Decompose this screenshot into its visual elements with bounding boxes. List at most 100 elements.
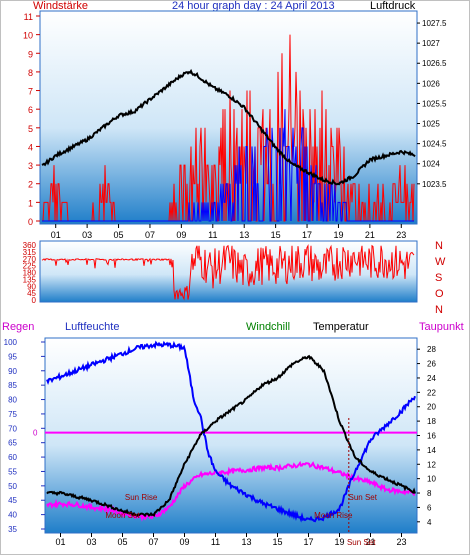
x-tick-label: 01 (55, 537, 65, 547)
direction-tick-label: 135 (23, 275, 37, 284)
x-tick-label: 23 (396, 230, 406, 240)
humidity-label: Luftfeuchte (65, 321, 119, 333)
astro-annotation: Sun Set (347, 538, 376, 547)
x-tick-label: 23 (396, 537, 406, 547)
humidity-tick-label: 45 (8, 496, 17, 505)
x-tick-label: 01 (51, 230, 61, 240)
direction-label-w: W (435, 256, 446, 268)
astro-annotation: Sun Rise (125, 493, 158, 502)
x-tick-label: 07 (148, 537, 158, 547)
left-tick-label: 10 (23, 31, 33, 41)
x-tick-label: 19 (333, 230, 343, 240)
temperature-tick-label: 14 (427, 446, 436, 455)
humidity-tick-label: 35 (8, 525, 17, 534)
left-tick-label: 4 (28, 142, 33, 152)
left-tick-label: 3 (28, 161, 33, 171)
x-tick-label: 17 (303, 537, 313, 547)
windchill-label: Windchill (246, 321, 290, 333)
temperature-label: Temperatur (313, 321, 369, 333)
direction-tick-label: 270 (23, 255, 37, 264)
temperature-tick-label: 28 (427, 345, 436, 354)
humidity-tick-label: 60 (8, 453, 17, 462)
humidity-tick-label: 90 (8, 367, 17, 376)
direction-tick-label: 180 (23, 269, 37, 278)
direction-tick-label: 225 (23, 262, 37, 271)
x-tick-label: 03 (82, 230, 92, 240)
x-tick-label: 15 (271, 230, 281, 240)
x-tick-label: 11 (211, 537, 220, 547)
left-tick-label: 9 (28, 49, 33, 59)
x-tick-label: 21 (365, 230, 375, 240)
right-tick-label: 1027.5 (422, 19, 447, 28)
right-tick-label: 1025.5 (422, 99, 447, 108)
humidity-tick-label: 100 (4, 338, 18, 347)
wind-strength-label: Windstärke (33, 0, 88, 12)
air-pressure-label: Luftdruck (370, 0, 416, 12)
x-tick-label: 19 (334, 537, 344, 547)
astro-annotation: Sun Set (349, 493, 378, 502)
x-tick-label: 03 (86, 537, 96, 547)
right-tick-label: 1027 (422, 39, 440, 48)
direction-label-s: S (435, 272, 442, 284)
right-tick-label: 1026.5 (422, 59, 447, 68)
left-tick-label: 11 (24, 12, 33, 22)
left-tick-label: 1 (28, 198, 33, 208)
x-tick-label: 11 (208, 230, 217, 240)
temperature-tick-label: 18 (427, 417, 436, 426)
temperature-tick-label: 8 (427, 489, 432, 498)
direction-label-n-top: N (435, 240, 443, 252)
temperature-tick-label: 24 (427, 374, 436, 383)
astro-annotation: Moon Set (105, 511, 140, 520)
humidity-tick-label: 40 (8, 511, 17, 520)
astro-annotation: Moon Rise (314, 511, 353, 520)
left-tick-label: 8 (28, 68, 33, 78)
humidity-tick-label: 80 (8, 396, 17, 405)
temperature-tick-label: 10 (427, 475, 436, 484)
direction-tick-label: 360 (23, 241, 37, 250)
gust-line (42, 109, 414, 222)
x-tick-label: 09 (176, 230, 186, 240)
right-tick-label: 1023.5 (422, 180, 447, 189)
pressure-line (41, 68, 416, 186)
humidity-tick-label: 55 (8, 467, 17, 476)
direction-label-n-bottom: N (435, 304, 443, 316)
direction-tick-label: 0 (32, 296, 37, 305)
temperature-tick-label: 4 (427, 518, 432, 527)
left-tick-label: 0 (28, 217, 33, 227)
humidity-tick-label: 70 (8, 424, 17, 433)
x-tick-label: 13 (241, 537, 251, 547)
chart-title: 24 hour graph day : 24 April 2013 (172, 0, 335, 12)
x-tick-label: 09 (179, 537, 189, 547)
x-tick-label: 17 (302, 230, 312, 240)
direction-tick-label: 45 (27, 289, 36, 298)
temperature-tick-label: 20 (427, 403, 436, 412)
temperature-tick-label: 22 (427, 388, 436, 397)
dewpoint-label: Taupunkt (419, 321, 464, 333)
temperature-line (46, 354, 416, 518)
direction-tick-label: 315 (23, 248, 37, 257)
dewpoint-line (46, 460, 416, 522)
left-tick-label: 6 (28, 105, 33, 115)
right-tick-label: 1024 (422, 160, 440, 169)
x-tick-label: 21 (365, 537, 375, 547)
right-tick-label: 1026 (422, 79, 440, 88)
temperature-tick-label: 12 (427, 460, 436, 469)
x-tick-label: 13 (239, 230, 249, 240)
humidity-temperature-panel (44, 337, 418, 534)
left-tick-label: 7 (28, 87, 33, 97)
humidity-tick-label: 85 (8, 381, 17, 390)
direction-tick-label: 90 (27, 282, 36, 291)
humidity-line (46, 340, 416, 523)
humidity-tick-label: 65 (8, 439, 17, 448)
temperature-tick-label: 16 (427, 432, 436, 441)
humidity-tick-label: 75 (8, 410, 17, 419)
x-tick-label: 05 (117, 537, 127, 547)
temperature-tick-label: 26 (427, 360, 436, 369)
humidity-tick-label: 95 (8, 352, 17, 361)
x-tick-label: 15 (272, 537, 282, 547)
right-tick-label: 1025 (422, 120, 440, 129)
humidity-tick-label: 50 (8, 482, 17, 491)
rain-label: Regen (2, 321, 34, 333)
